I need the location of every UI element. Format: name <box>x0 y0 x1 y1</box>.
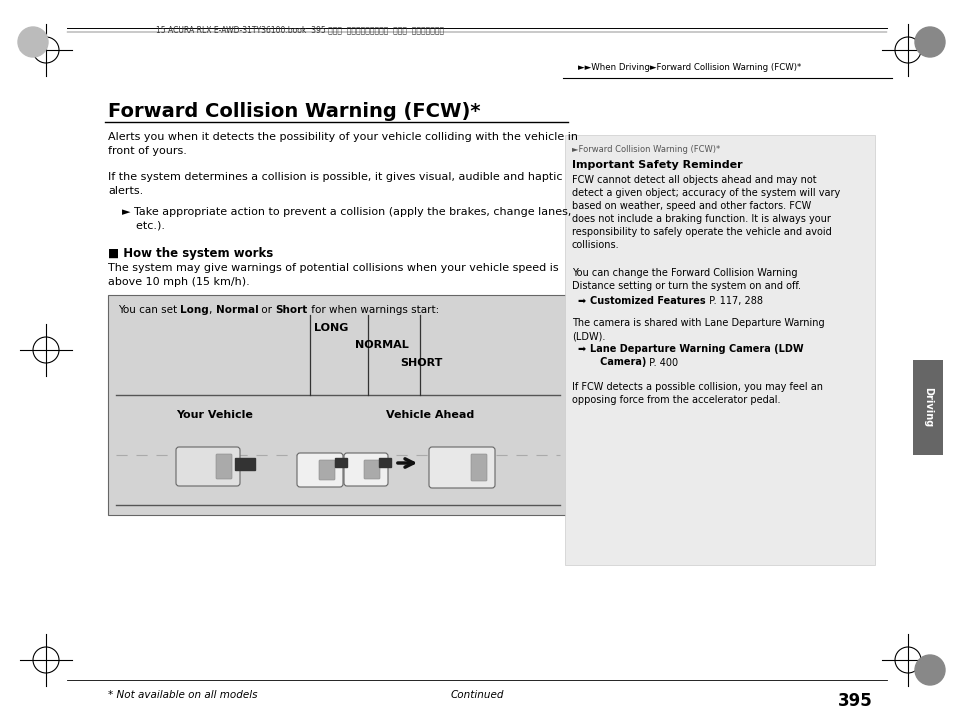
Bar <box>378 458 391 467</box>
FancyBboxPatch shape <box>296 453 343 487</box>
Text: or: or <box>258 305 275 315</box>
Text: You can change the Forward Collision Warning
Distance setting or turn the system: You can change the Forward Collision War… <box>572 268 801 291</box>
Text: Important Safety Reminder: Important Safety Reminder <box>572 160 741 170</box>
Bar <box>234 458 254 470</box>
FancyBboxPatch shape <box>108 295 567 515</box>
Circle shape <box>914 655 944 685</box>
FancyBboxPatch shape <box>318 460 335 480</box>
Text: * Not available on all models: * Not available on all models <box>108 690 257 700</box>
Text: The system may give warnings of potential collisions when your vehicle speed is
: The system may give warnings of potentia… <box>108 263 558 286</box>
Text: If the system determines a collision is possible, it gives visual, audible and h: If the system determines a collision is … <box>108 172 562 195</box>
Circle shape <box>914 27 944 57</box>
Circle shape <box>18 27 48 57</box>
Text: Lane Departure Warning Camera (LDW
   Camera): Lane Departure Warning Camera (LDW Camer… <box>589 344 802 367</box>
Text: If FCW detects a possible collision, you may feel an
opposing force from the acc: If FCW detects a possible collision, you… <box>572 382 822 405</box>
Text: LONG: LONG <box>314 323 348 333</box>
FancyBboxPatch shape <box>215 454 232 479</box>
Text: You can set: You can set <box>118 305 180 315</box>
Text: ➡: ➡ <box>577 344 584 354</box>
Text: for when warnings start:: for when warnings start: <box>308 305 438 315</box>
Text: Driving: Driving <box>923 388 932 428</box>
FancyBboxPatch shape <box>564 135 874 565</box>
Text: Your Vehicle: Your Vehicle <box>176 410 253 420</box>
Text: ,: , <box>209 305 215 315</box>
Text: ►Forward Collision Warning (FCW)*: ►Forward Collision Warning (FCW)* <box>572 145 720 154</box>
Text: 15 ACURA RLX E-AWD-31TY36100.book  395 ページ  ２０１４年８月６日  水曜日  午後１時５９分: 15 ACURA RLX E-AWD-31TY36100.book 395 ペー… <box>155 26 443 34</box>
FancyBboxPatch shape <box>912 360 942 455</box>
Text: Normal: Normal <box>215 305 258 315</box>
Text: FCW cannot detect all objects ahead and may not
detect a given object; accuracy : FCW cannot detect all objects ahead and … <box>572 175 840 250</box>
FancyBboxPatch shape <box>344 453 388 486</box>
Text: Continued: Continued <box>450 690 503 700</box>
Text: NORMAL: NORMAL <box>355 340 408 350</box>
Text: ■ How the system works: ■ How the system works <box>108 247 273 260</box>
Text: P. 117, 288: P. 117, 288 <box>705 296 761 306</box>
Text: Vehicle Ahead: Vehicle Ahead <box>385 410 474 420</box>
FancyBboxPatch shape <box>175 447 240 486</box>
Text: P. 400: P. 400 <box>646 358 678 368</box>
FancyBboxPatch shape <box>429 447 495 488</box>
Text: Forward Collision Warning (FCW)*: Forward Collision Warning (FCW)* <box>108 102 480 121</box>
FancyBboxPatch shape <box>364 460 379 479</box>
Text: ► Take appropriate action to prevent a collision (apply the brakes, change lanes: ► Take appropriate action to prevent a c… <box>122 207 571 230</box>
Bar <box>335 458 347 467</box>
Text: Short: Short <box>275 305 308 315</box>
Text: Alerts you when it detects the possibility of your vehicle colliding with the ve: Alerts you when it detects the possibili… <box>108 132 578 156</box>
Text: The camera is shared with Lane Departure Warning
(LDW).: The camera is shared with Lane Departure… <box>572 318 823 341</box>
Text: Long: Long <box>180 305 209 315</box>
Text: Customized Features: Customized Features <box>589 296 705 306</box>
Text: SHORT: SHORT <box>399 358 442 368</box>
FancyBboxPatch shape <box>471 454 486 481</box>
Text: 395: 395 <box>837 692 871 710</box>
Text: ►►When Driving►Forward Collision Warning (FCW)*: ►►When Driving►Forward Collision Warning… <box>578 63 801 72</box>
Text: ➡: ➡ <box>577 296 584 306</box>
